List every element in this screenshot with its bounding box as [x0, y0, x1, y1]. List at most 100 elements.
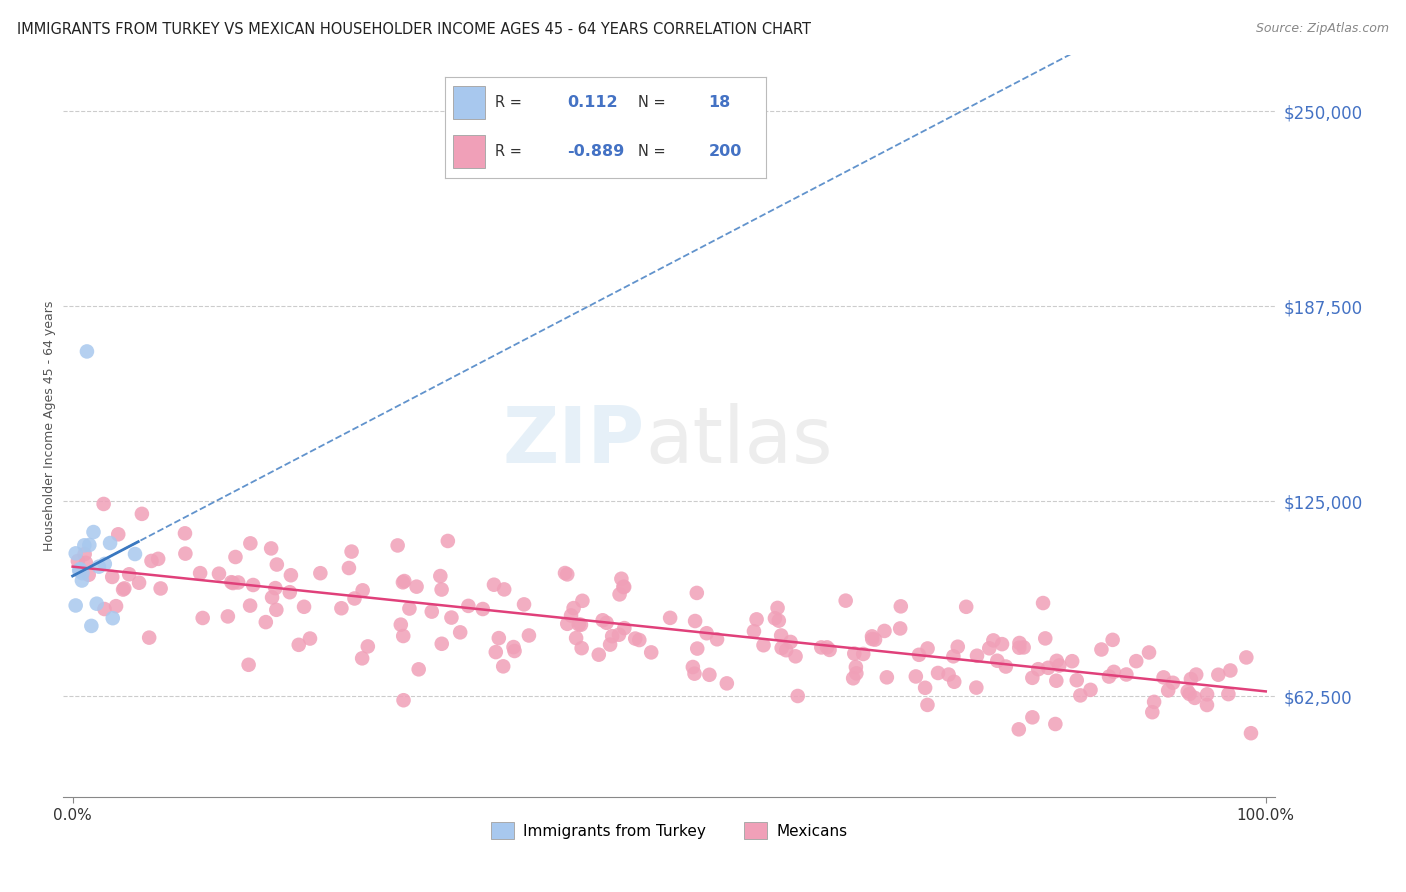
Point — [716, 676, 738, 690]
Text: Source: ZipAtlas.com: Source: ZipAtlas.com — [1256, 22, 1389, 36]
Point — [292, 599, 315, 614]
Point — [392, 575, 415, 590]
Point — [1066, 673, 1088, 688]
Point — [1046, 654, 1069, 668]
Point — [927, 665, 949, 680]
Point — [408, 662, 430, 676]
Point — [352, 583, 374, 598]
Point — [65, 599, 87, 613]
Point — [1008, 723, 1031, 737]
Point — [560, 608, 582, 623]
Point — [482, 578, 505, 592]
Point — [779, 635, 801, 649]
Point — [1137, 645, 1160, 659]
Point — [983, 633, 1005, 648]
Point — [810, 640, 832, 655]
Point — [860, 632, 883, 646]
Point — [75, 556, 97, 570]
Point — [1180, 672, 1202, 686]
Point — [1195, 698, 1218, 712]
Point — [1208, 667, 1230, 681]
Point — [69, 563, 91, 577]
Point — [429, 569, 451, 583]
Point — [914, 681, 936, 695]
Point — [340, 544, 363, 558]
Point — [908, 648, 931, 662]
Point — [917, 698, 939, 712]
Point — [1021, 671, 1043, 685]
Point — [131, 507, 153, 521]
Point — [889, 622, 911, 636]
Point — [1062, 654, 1084, 668]
Point — [174, 526, 197, 541]
Point — [1045, 673, 1067, 688]
Point — [554, 566, 576, 580]
Point — [191, 611, 214, 625]
Point — [389, 617, 412, 632]
Point — [588, 648, 610, 662]
Point — [298, 632, 321, 646]
Point — [485, 645, 508, 659]
Point — [766, 601, 789, 615]
Point — [260, 541, 283, 556]
Point — [612, 580, 634, 594]
Point — [699, 667, 721, 681]
Point — [562, 601, 585, 615]
Point — [696, 626, 718, 640]
Point — [568, 617, 591, 632]
Point — [683, 614, 706, 628]
Point — [599, 638, 621, 652]
Point — [488, 631, 510, 645]
Point — [330, 601, 353, 615]
Point — [1143, 695, 1166, 709]
Point — [1012, 640, 1035, 655]
Point — [457, 599, 479, 613]
Point — [517, 628, 540, 642]
Point — [942, 649, 965, 664]
Point — [1218, 687, 1240, 701]
Point — [471, 602, 494, 616]
Point — [107, 527, 129, 541]
Point — [266, 558, 288, 572]
Point — [66, 554, 89, 568]
Point — [398, 601, 420, 615]
Point — [70, 574, 93, 588]
Point — [224, 549, 246, 564]
Point — [430, 582, 453, 597]
Point — [146, 552, 169, 566]
Point — [67, 564, 90, 578]
Point — [1038, 661, 1060, 675]
Point — [555, 616, 578, 631]
Point — [112, 582, 135, 596]
Point — [775, 643, 797, 657]
Point — [208, 566, 231, 581]
Point — [1080, 682, 1102, 697]
Point — [492, 659, 515, 673]
Point — [640, 645, 662, 659]
Point — [610, 572, 633, 586]
Point — [845, 660, 868, 674]
Point — [555, 567, 578, 582]
Point — [607, 628, 630, 642]
Point — [966, 648, 988, 663]
Point — [124, 547, 146, 561]
Point — [494, 582, 516, 597]
Point — [686, 586, 709, 600]
Point — [266, 603, 288, 617]
Point — [309, 566, 332, 581]
Legend: Immigrants from Turkey, Mexicans: Immigrants from Turkey, Mexicans — [485, 815, 853, 846]
Point — [73, 538, 96, 552]
Point — [392, 629, 415, 643]
Point — [105, 599, 128, 614]
Point — [986, 654, 1008, 668]
Point — [1142, 705, 1164, 719]
Point — [595, 615, 617, 630]
Point — [222, 576, 245, 591]
Point — [76, 344, 98, 359]
Point — [1026, 662, 1049, 676]
Point — [770, 628, 793, 642]
Point — [1185, 667, 1208, 681]
Point — [392, 693, 415, 707]
Point — [1021, 710, 1043, 724]
Point — [569, 617, 592, 632]
